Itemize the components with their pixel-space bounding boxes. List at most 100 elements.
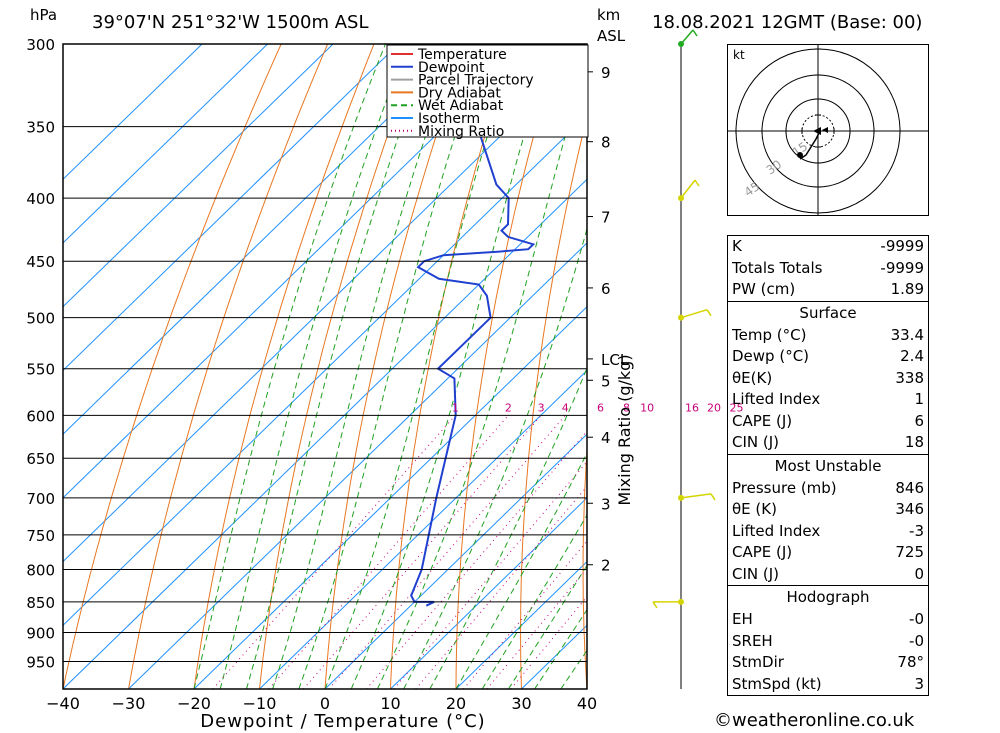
- hodograph-chart: kt 15 30 45: [728, 45, 928, 215]
- mixing-ratio-line: [365, 430, 587, 689]
- wet-adiabat-line: [324, 44, 517, 689]
- isotherm-line: [128, 242, 587, 689]
- pressure-tick-label: 900: [26, 625, 55, 643]
- dry-adiabat-line: [644, 44, 699, 689]
- mu-row: θE (K) 346: [728, 499, 928, 521]
- isotherm-line: [63, 44, 334, 308]
- legend-label: Dry Adiabat: [418, 85, 501, 101]
- pressure-tick-label: 400: [26, 190, 55, 208]
- mixing-ratio-line: [328, 415, 566, 689]
- pressure-tick-label: 500: [26, 310, 55, 328]
- storm-motion-marker: [822, 127, 828, 133]
- hodograph-point: [797, 152, 803, 158]
- location-title: 39°07'N 251°32'W 1500m ASL: [92, 12, 369, 33]
- x-axis-label: Dewpoint / Temperature (°C): [200, 711, 485, 732]
- pressure-tick-label: 950: [26, 654, 55, 672]
- asl-unit-label: ASL: [597, 27, 626, 45]
- temperature-tick-label: 40: [577, 694, 597, 713]
- index-label: Lifted Index: [732, 390, 821, 408]
- index-label: Lifted Index: [732, 521, 821, 540]
- legend-label: Wet Adiabat: [418, 98, 504, 114]
- index-label: Dewp (°C): [732, 347, 810, 365]
- isotherm-line: [63, 44, 399, 372]
- pressure-tick-label: 350: [26, 119, 55, 137]
- dry-adiabat-line: [324, 44, 468, 689]
- wind-barb-flag: [706, 309, 712, 317]
- km-tick-label: 8: [601, 134, 611, 152]
- mixing-ratio-line: [212, 415, 456, 689]
- km-tick-label: LCL: [601, 351, 629, 369]
- index-row: PW (cm) 1.89: [728, 279, 928, 301]
- index-label: CIN (J): [732, 433, 780, 451]
- mixing-ratio-axis-label: Mixing Ratio (g/kg): [615, 354, 634, 505]
- index-value: -0: [909, 610, 924, 628]
- indices-table: K -9999 Totals Totals -9999 PW (cm) 1.89 Su…: [727, 235, 929, 696]
- wind-barb-flag: [710, 493, 716, 501]
- profile-series: [410, 44, 536, 607]
- index-row: Totals Totals -9999: [728, 258, 928, 280]
- legend-label: Mixing Ratio: [418, 124, 504, 140]
- isotherm-line: [63, 44, 203, 180]
- plot-frame: [62, 43, 588, 690]
- hodograph-section-title: Hodograph: [728, 585, 928, 609]
- km-tick-label: 7: [601, 209, 611, 227]
- temperature-tick-label: −30: [112, 694, 146, 713]
- index-value: -9999: [880, 237, 924, 255]
- legend-label: Temperature: [417, 47, 507, 63]
- most-unstable-section-title: Most Unstable: [728, 453, 928, 478]
- mu-row: CAPE (J) 725: [728, 542, 928, 564]
- dry-adiabat-line: [390, 44, 514, 689]
- mixing-ratio-value: 20: [707, 401, 721, 414]
- index-label: StmSpd (kt): [732, 674, 822, 693]
- pressure-tick-label: 600: [26, 407, 55, 425]
- index-label: PW (cm): [732, 280, 796, 298]
- index-value: 338: [895, 368, 924, 387]
- pressure-tick-label: 650: [26, 450, 55, 468]
- wind-barb-shaft: [680, 493, 712, 499]
- surface-row: Dewp (°C) 2.4: [728, 346, 928, 368]
- temperature-tick-label: −20: [177, 694, 211, 713]
- pressure-tick-label: 450: [26, 253, 55, 271]
- km-tick-label: 4: [601, 429, 611, 447]
- dewpoint-line: [410, 44, 536, 607]
- surface-row: Temp (°C) 33.4: [728, 325, 928, 347]
- index-label: SREH: [732, 631, 773, 650]
- wet-adiabat-line: [298, 44, 486, 689]
- axes: 1 2 3 4 6 8 10 16 20 2530035040045050055060065070…: [26, 36, 743, 732]
- wind-barb-flag: [652, 601, 658, 609]
- hodograph-ring-label: 45: [742, 179, 763, 199]
- index-label: Temp (°C): [732, 325, 807, 344]
- km-unit-label: km: [597, 6, 621, 24]
- wet-adiabat-line: [376, 57, 587, 689]
- index-label: CAPE (J): [732, 411, 793, 430]
- isotherm-line: [259, 369, 587, 689]
- hodo-row: SREH -0: [728, 631, 928, 653]
- hodo-row: EH -0: [728, 609, 928, 631]
- legend-label: Dewpoint: [418, 60, 485, 76]
- mixing-ratio-value: 10: [640, 401, 654, 414]
- temperature-tick-label: −10: [243, 694, 277, 713]
- index-value: 33.4: [890, 325, 924, 344]
- km-tick-label: 9: [601, 64, 611, 82]
- pressure-tick-label: 550: [26, 361, 55, 379]
- credit-link[interactable]: ©weatheronline.co.uk: [714, 710, 915, 731]
- index-label: StmDir: [732, 653, 784, 671]
- index-value: 346: [895, 500, 924, 518]
- wet-adiabat-line: [219, 44, 409, 689]
- mixing-ratio-value: 6: [597, 401, 604, 414]
- wind-barb-shaft: [680, 308, 708, 319]
- isotherm-line: [63, 44, 530, 499]
- pressure-tick-label: 700: [26, 490, 55, 508]
- index-value: -3: [909, 521, 924, 540]
- mu-row: Lifted Index -3: [728, 521, 928, 543]
- km-tick-label: 6: [601, 280, 611, 298]
- index-label: EH: [732, 610, 753, 628]
- hodo-row: StmDir 78°: [728, 652, 928, 674]
- legend-label: Isotherm: [418, 111, 480, 127]
- hodo-row: StmSpd (kt) 3: [728, 674, 928, 696]
- index-value: 725: [895, 543, 924, 561]
- km-tick-label: 3: [601, 495, 611, 513]
- wet-adiabat-line: [272, 44, 458, 689]
- index-value: 3: [914, 674, 924, 693]
